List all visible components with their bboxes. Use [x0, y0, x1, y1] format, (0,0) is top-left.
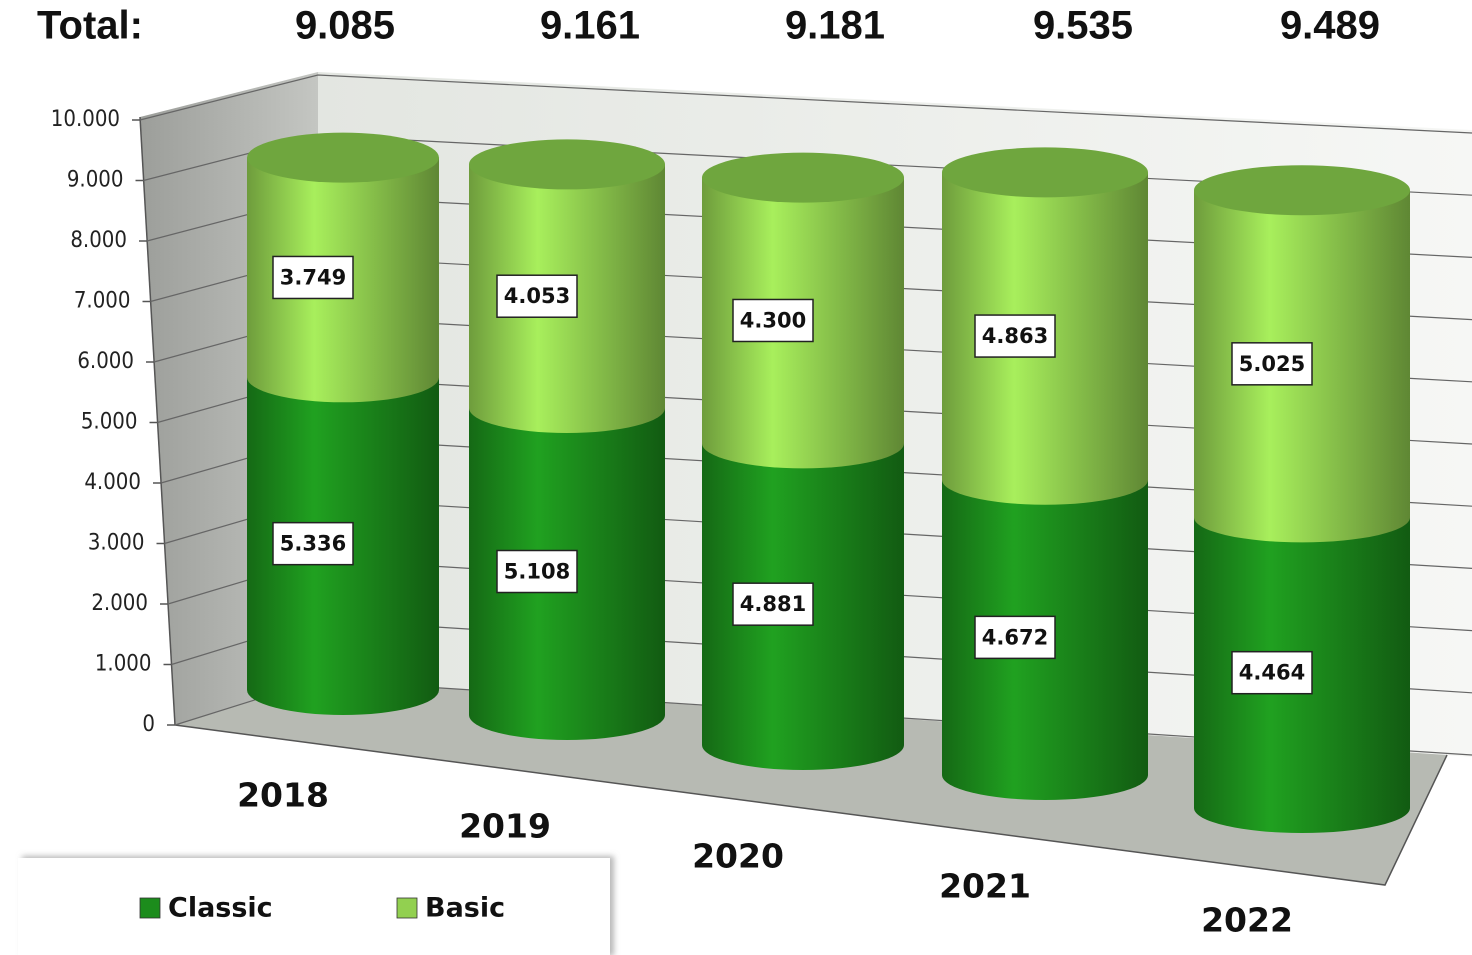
- value-label: 3.749: [280, 265, 346, 289]
- x-tick-label: 2021: [939, 867, 1031, 906]
- x-tick-label: 2019: [459, 807, 551, 846]
- cylinder-top: [469, 139, 665, 190]
- value-label: 4.464: [1239, 661, 1305, 685]
- value-label-box: [272, 521, 354, 566]
- total-label: 9.535: [1033, 4, 1133, 48]
- value-label: 4.863: [982, 324, 1048, 348]
- y-tick-label: 8.000: [70, 228, 127, 253]
- x-tick-label: 2020: [692, 837, 784, 876]
- totals-title: Total:: [37, 4, 143, 48]
- value-label-box: [732, 582, 814, 626]
- value-label-box: [1231, 342, 1313, 386]
- value-label: 5.108: [504, 560, 570, 584]
- total-label: 9.181: [785, 4, 885, 48]
- value-label: 4.300: [740, 308, 806, 332]
- legend-swatch: [139, 897, 161, 919]
- value-label-box: [496, 274, 578, 318]
- total-label: 9.085: [295, 4, 395, 48]
- floor-edge: [174, 724, 1448, 886]
- y-tick-label: 0: [142, 712, 155, 737]
- y-tick-label: 6.000: [77, 349, 134, 374]
- value-label-box: [496, 549, 578, 594]
- value-label-box: [1231, 650, 1313, 695]
- value-label: 4.881: [740, 592, 806, 616]
- value-label-box: [974, 314, 1056, 358]
- value-label-box: [732, 298, 814, 343]
- y-tick-label: 5.000: [81, 410, 138, 435]
- cylinder-top: [702, 152, 904, 203]
- legend-box: [18, 858, 610, 955]
- y-tick-label: 4.000: [84, 470, 141, 495]
- y-axis: [139, 116, 176, 726]
- y-tick-label: 9.000: [67, 168, 124, 193]
- total-label: 9.161: [540, 4, 640, 48]
- y-tick-label: 7.000: [74, 289, 131, 314]
- legend-label: Classic: [168, 893, 273, 924]
- value-label-box: [272, 255, 354, 300]
- cylinder-top: [1194, 165, 1410, 216]
- value-label-box: [974, 615, 1056, 660]
- y-tick-label: 2.000: [91, 591, 148, 616]
- y-tick-label: 1.000: [95, 652, 152, 677]
- value-label: 4.672: [982, 625, 1048, 649]
- x-tick-label: 2018: [237, 776, 329, 815]
- value-label: 5.025: [1239, 352, 1305, 376]
- total-label: 9.489: [1280, 4, 1380, 48]
- y-tick-label: 3.000: [88, 531, 145, 556]
- value-label: 4.053: [504, 284, 570, 308]
- value-label: 5.336: [280, 532, 346, 556]
- y-tick-label: 10.000: [51, 107, 120, 132]
- cylinder-top: [247, 132, 439, 183]
- legend-label: Basic: [425, 893, 505, 924]
- cylinder-top: [942, 147, 1148, 198]
- legend-swatch: [396, 897, 418, 919]
- x-tick-label: 2022: [1201, 901, 1293, 940]
- grid-line: [139, 74, 1472, 134]
